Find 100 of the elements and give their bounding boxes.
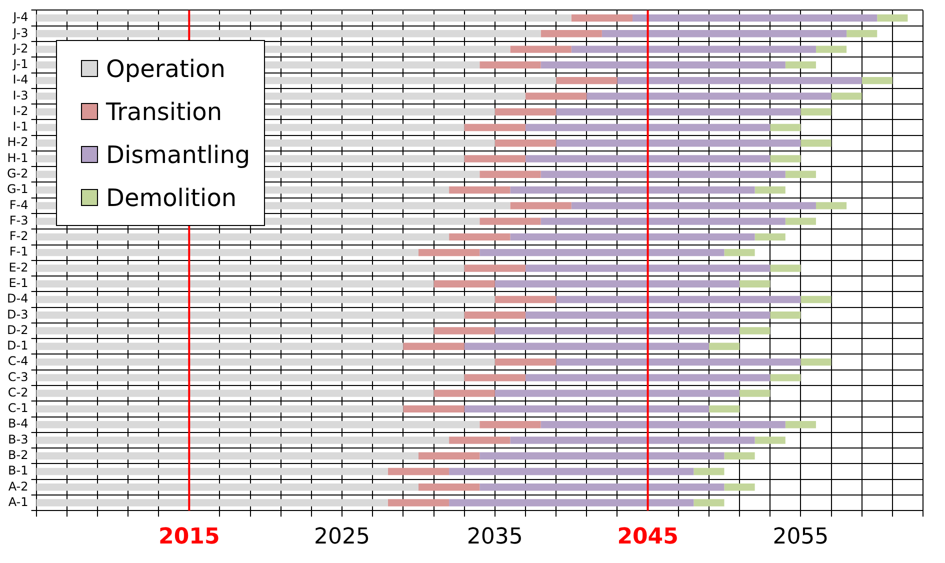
y-tick-label: I-1 [12,120,28,134]
bar [525,312,770,319]
y-tick-label: G-2 [7,166,28,181]
bar [464,155,526,162]
bar [449,468,694,476]
bar [556,358,801,366]
y-tick-label: E-2 [8,260,28,274]
y-tick-label: J-4 [12,10,28,24]
bar [36,280,434,288]
bar [510,46,572,53]
bar [480,484,724,491]
y-tick-label: A-1 [8,494,28,509]
y-tick-label: J-1 [12,57,28,72]
bar [510,186,755,194]
bar [525,264,770,272]
y-tick-label: I-4 [12,72,28,87]
legend-label: Dismantling [106,140,250,168]
bar [36,484,418,491]
bar [800,296,832,304]
bar [510,436,755,444]
bar [36,233,450,241]
y-tick-label: I-3 [12,88,28,102]
bar [556,76,618,84]
bar [724,484,755,491]
x-tick-label: 2025 [314,524,370,550]
bar [770,124,801,132]
bar [816,46,847,53]
y-tick-label: F-3 [9,213,28,228]
bar [785,61,816,69]
bar [694,499,724,506]
bar [36,248,418,256]
bar [571,46,816,53]
y-tick-label: A-2 [8,479,28,494]
bar [464,405,709,413]
bar [816,202,847,210]
bar [434,327,495,334]
bar [708,342,740,350]
bar [785,170,816,178]
bar [556,108,801,116]
bar [480,61,541,69]
bar [418,248,480,256]
bar [740,390,770,397]
bar [510,233,755,241]
bar [36,358,495,366]
bar [480,218,541,225]
y-tick-label: D-3 [7,307,28,322]
bar [571,202,816,210]
y-tick-label: D-2 [7,322,28,337]
bar [480,420,541,428]
bar [403,405,464,413]
bar [540,420,786,428]
bar [770,155,801,162]
bar [540,30,602,38]
bar [800,108,832,116]
y-tick-label: D-4 [7,292,28,306]
bar [449,233,510,241]
y-tick-label: B-1 [8,464,28,478]
legend-label: Operation [106,54,226,82]
bar [494,280,740,288]
bar [36,14,572,22]
bar [800,358,832,366]
bar [434,280,495,288]
bar [494,140,556,147]
bar [464,312,526,319]
bar [36,374,464,382]
bar [525,374,770,382]
bar [36,499,388,506]
bar [770,264,801,272]
bar [862,76,892,84]
bar [877,14,908,22]
y-tick-label: H-2 [7,135,28,150]
bar [36,452,418,460]
bar [831,92,862,100]
bar [556,140,801,147]
bar [418,484,480,491]
y-tick-label: J-3 [12,26,28,40]
bar [36,468,388,476]
bar [388,468,450,476]
y-tick-label: E-1 [8,276,28,290]
bar [480,170,541,178]
y-tick-label: H-1 [7,150,28,165]
x-tick-label: 2055 [772,524,829,550]
bar [785,420,816,428]
y-tick-label: C-4 [8,354,28,368]
bar [694,468,724,476]
x-tick-label: 2045 [617,524,678,550]
bar [36,405,404,413]
bar [617,76,862,84]
bar [740,327,770,334]
bar [540,61,786,69]
bar [724,452,755,460]
bar [464,264,526,272]
y-tick-label: F-4 [9,198,28,212]
bar [510,202,572,210]
y-tick-label: F-1 [9,244,28,259]
bar [36,327,434,334]
bar [740,280,770,288]
bar [494,390,740,397]
bar [434,390,495,397]
bar [602,30,847,38]
